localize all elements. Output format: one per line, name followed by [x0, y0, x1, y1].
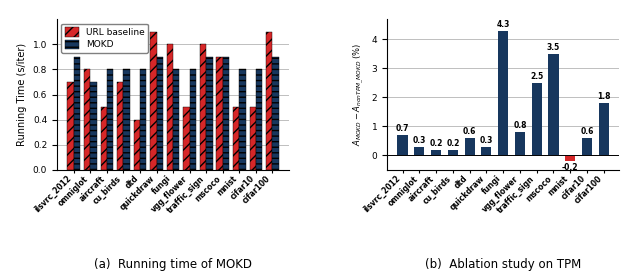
Bar — [240, 69, 246, 170]
Y-axis label: $A_{MOKD} - A_{nonTPM\_MOKD}$ (%): $A_{MOKD} - A_{nonTPM\_MOKD}$ (%) — [351, 43, 366, 146]
Bar — [140, 69, 146, 170]
Bar — [183, 107, 190, 170]
Text: 0.3: 0.3 — [480, 136, 493, 145]
Bar — [84, 69, 90, 170]
Bar — [117, 82, 123, 170]
Text: 2.5: 2.5 — [530, 72, 544, 81]
Bar — [565, 155, 575, 161]
Bar — [482, 147, 492, 155]
Text: 3.5: 3.5 — [547, 43, 560, 52]
Bar — [200, 44, 206, 170]
Text: (b)  Ablation study on TPM: (b) Ablation study on TPM — [425, 258, 581, 271]
Bar — [398, 135, 408, 155]
Bar — [582, 138, 592, 155]
Bar — [90, 82, 97, 170]
Text: (a)  Running time of MOKD: (a) Running time of MOKD — [94, 258, 252, 271]
Bar — [100, 107, 107, 170]
Text: 4.3: 4.3 — [497, 20, 510, 29]
Bar — [222, 57, 229, 170]
Text: 0.8: 0.8 — [513, 121, 526, 130]
Bar — [233, 107, 240, 170]
Bar — [414, 147, 425, 155]
Text: 1.8: 1.8 — [597, 93, 611, 101]
Bar — [515, 132, 525, 155]
Y-axis label: Running Time (s/iter): Running Time (s/iter) — [17, 43, 27, 146]
Text: 0.2: 0.2 — [429, 139, 443, 148]
Bar — [134, 120, 140, 170]
Bar — [107, 69, 113, 170]
Bar — [549, 54, 559, 155]
Bar — [250, 107, 256, 170]
Text: 0.7: 0.7 — [396, 124, 410, 133]
Bar — [465, 138, 475, 155]
Text: 0.3: 0.3 — [413, 136, 426, 145]
Text: -0.2: -0.2 — [562, 163, 578, 172]
Bar — [272, 57, 279, 170]
Bar — [173, 69, 179, 170]
Bar — [599, 103, 609, 155]
Bar — [74, 57, 80, 170]
Bar — [266, 32, 272, 170]
Bar — [206, 57, 212, 170]
Bar — [123, 69, 130, 170]
Bar — [256, 69, 262, 170]
Legend: URL baseline, MOKD: URL baseline, MOKD — [61, 24, 148, 53]
Bar — [167, 44, 173, 170]
Text: 0.6: 0.6 — [580, 127, 593, 136]
Bar — [217, 57, 222, 170]
Bar — [68, 82, 74, 170]
Bar — [190, 69, 196, 170]
Bar — [448, 150, 458, 155]
Bar — [498, 31, 508, 155]
Bar — [157, 57, 163, 170]
Text: 0.6: 0.6 — [463, 127, 477, 136]
Bar — [150, 32, 157, 170]
Bar — [431, 150, 441, 155]
Text: 0.2: 0.2 — [446, 139, 459, 148]
Bar — [532, 83, 542, 155]
